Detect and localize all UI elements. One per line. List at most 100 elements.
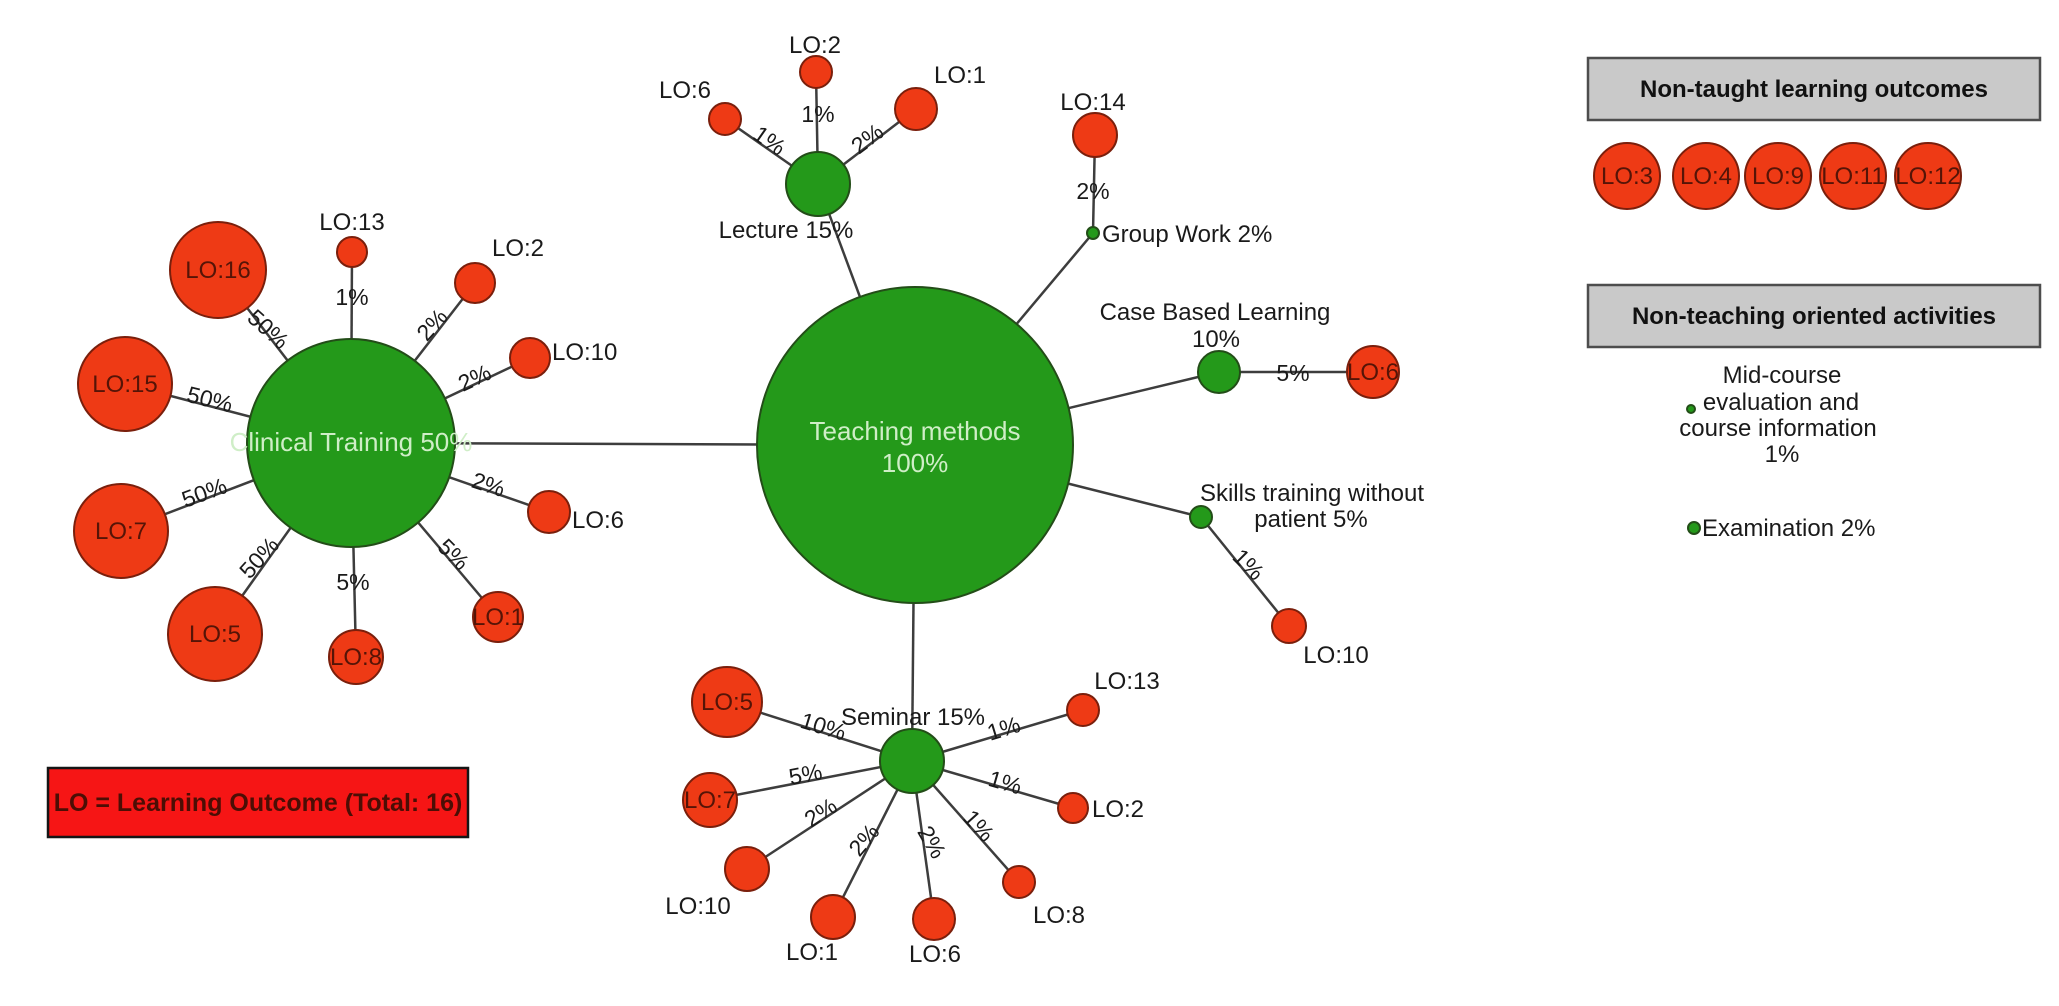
groupwork-lo14-label: LO:14 [1060,89,1125,116]
node-skills-training [1189,505,1213,529]
outcome-labels: LO:16 LO:15 LO:7 LO:5 LO:8 LO:1 LO:13 LO… [92,32,1399,968]
pct-seminar-lo6: 2% [912,821,951,863]
clinical-lo15-label: LO:15 [92,371,157,398]
note-text: LO = Learning Outcome (Total: 16) [54,789,463,817]
legend-node-lo4 [1672,142,1740,210]
teaching-methods-label-line1: Teaching methods [809,416,1020,446]
legend-non-taught-box [1586,56,2042,122]
legend-non-teaching-box [1586,283,2042,349]
clinical-training-label: Clinical Training 50% [230,427,473,457]
node-seminar [879,728,945,794]
node-seminar-lo7 [682,772,738,828]
clinical-lo16-label: LO:16 [185,257,250,284]
legend-non-teaching: Non-teaching oriented activities Mid-cou… [1586,283,2042,542]
node-teaching-methods [756,286,1074,604]
seminar-lo7-label: LO:7 [684,787,736,814]
edge-seminar-lo7 [709,759,913,802]
legend-midcourse-line4: 1% [1765,441,1800,468]
clinical-lo13-label: LO:13 [319,209,384,236]
pct-clinical-lo13: 1% [335,284,368,310]
legend-non-taught: Non-taught learning outcomes LO:3 LO:4 L… [1586,56,2042,210]
node-clinical-lo13 [336,236,368,268]
legend-node-lo9 [1744,142,1812,210]
clinical-lo8-label: LO:8 [330,644,382,671]
lecture-lo2-label: LO:2 [789,32,841,59]
seminar-lo1-label: LO:1 [786,939,838,966]
node-group-work [1086,226,1100,240]
node-seminar-lo6 [912,897,956,941]
legend-lo4-label: LO:4 [1680,163,1732,190]
seminar-label: Seminar 15% [841,704,985,731]
pct-seminar-lo2: 1% [986,765,1025,799]
cbl-label-line2: 10% [1192,326,1240,353]
seminar-lo2-label: LO:2 [1092,796,1144,823]
legend-midcourse-line2: evaluation and [1703,389,1859,416]
node-seminar-lo5 [691,666,763,738]
lecture-lo6-label: LO:6 [659,77,711,104]
node-cbl-lo6 [1346,345,1400,399]
node-clinical-lo1 [472,591,524,643]
lecture-lo1-label: LO:1 [934,62,986,89]
seminar-lo10-label: LO:10 [665,893,730,920]
cbl-label-line1: Case Based Learning [1100,299,1331,326]
legend-midcourse-line1: Mid-course [1723,362,1842,389]
legend-node-examination [1687,521,1701,535]
node-seminar-lo1 [810,894,856,940]
node-lecture-lo1 [894,87,938,131]
teaching-methods-label-line2: 100% [882,448,949,478]
legend-lo11-label: LO:11 [1821,163,1885,190]
node-clinical-lo2 [454,262,496,304]
legend-examination-label: Examination 2% [1702,515,1875,542]
node-clinical-lo10 [509,337,551,379]
pct-seminar-lo7: 5% [787,758,825,790]
node-case-based-learning [1197,350,1241,394]
node-seminar-lo10 [724,846,770,892]
pct-clinical-lo8: 5% [336,569,369,595]
edge-skills-lo10 [1200,516,1290,627]
note-box [46,766,470,839]
legend-midcourse-line3: course information [1679,415,1876,442]
node-groupwork-lo14 [1072,112,1118,158]
seminar-lo6-label: LO:6 [909,941,961,968]
clinical-lo5-label: LO:5 [189,621,241,648]
skills-label-line2: patient 5% [1254,506,1367,533]
pct-lecture-lo1: 2% [846,118,888,159]
seminar-lo13-label: LO:13 [1094,668,1159,695]
legend-non-taught-header: Non-taught learning outcomes [1640,76,1988,103]
legend-lo12-label: LO:12 [1895,163,1960,190]
legend-non-teaching-header: Non-teaching oriented activities [1632,303,1996,330]
method-nodes [246,151,1241,794]
lecture-label: Lecture 15% [719,217,854,244]
clinical-lo6-label: LO:6 [572,507,624,534]
seminar-lo5-label: LO:5 [701,689,753,716]
pct-clinical-lo1: 5% [433,533,475,575]
legend-lo3-label: LO:3 [1601,163,1653,190]
node-lecture-lo6 [708,102,742,136]
skills-label-line1: Skills training without [1200,480,1424,507]
node-clinical-lo7 [73,483,169,579]
node-skills-lo10 [1271,608,1307,644]
node-clinical-lo8 [328,629,384,685]
node-seminar-lo13 [1066,693,1100,727]
legend-node-lo11 [1819,142,1887,210]
legend-lo9-label: LO:9 [1752,163,1804,190]
legend-node-lo12 [1894,142,1962,210]
node-lecture [785,151,851,217]
clinical-lo7-label: LO:7 [95,518,147,545]
node-seminar-lo2 [1057,792,1089,824]
group-work-label: Group Work 2% [1102,221,1272,248]
seminar-lo8-label: LO:8 [1033,902,1085,929]
node-lecture-lo2 [799,55,833,89]
pct-lecture-lo6: 1% [749,120,791,160]
pct-skills-lo10: 1% [1228,543,1270,585]
node-clinical-lo5 [167,586,263,682]
cbl-lo6-label: LO:6 [1347,359,1399,386]
note: LO = Learning Outcome (Total: 16) [46,766,470,839]
pct-clinical-lo7: 50% [178,472,230,512]
node-clinical-lo15 [77,336,173,432]
skills-lo10-label: LO:10 [1303,642,1368,669]
clinical-lo1-label: LO:1 [472,604,524,631]
node-seminar-lo8 [1002,865,1036,899]
